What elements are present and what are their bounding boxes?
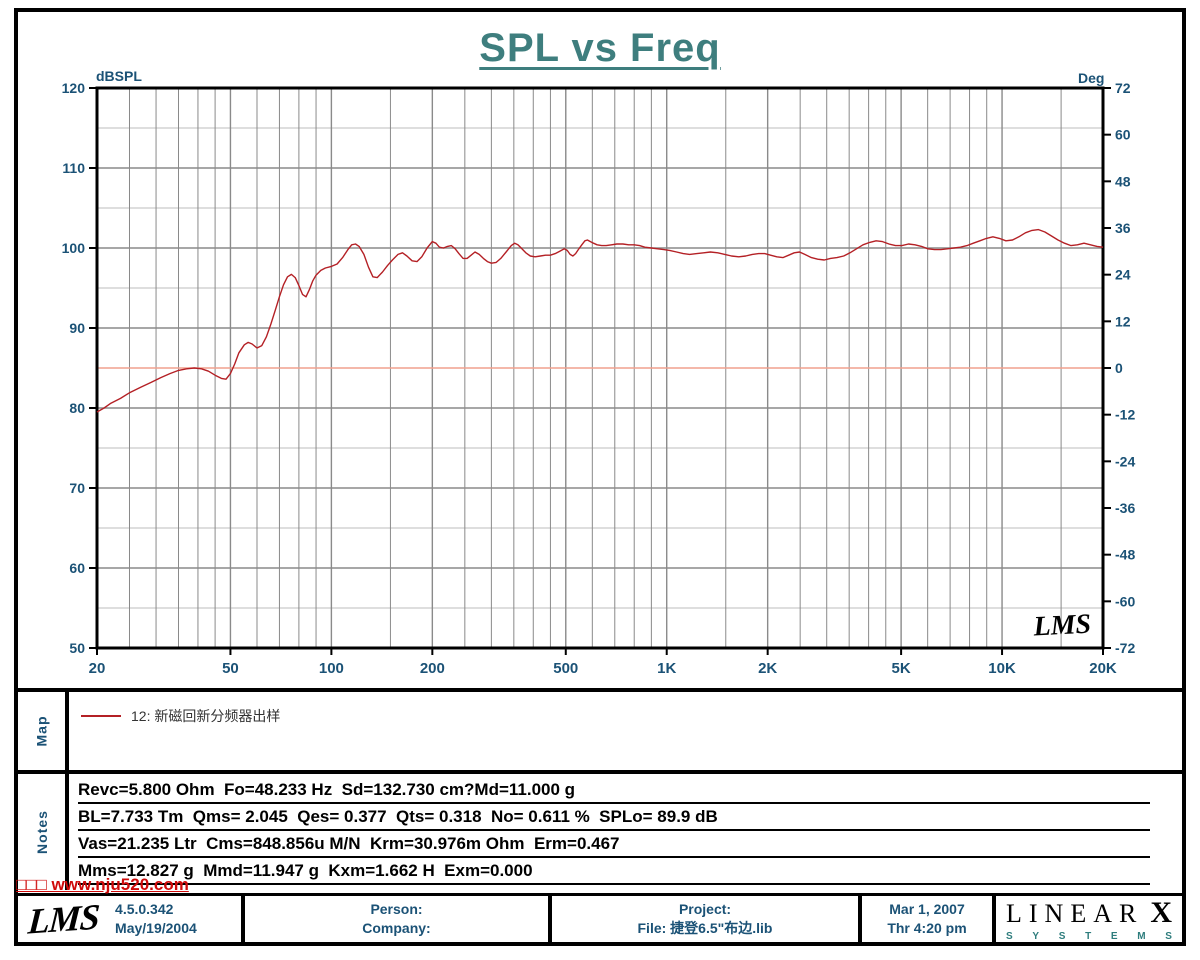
linearx-systems-letter: S xyxy=(1058,931,1066,942)
version-block: 4.5.0.342 May/19/2004 xyxy=(115,900,197,938)
linearx-logo: LINEAR X S Y S T E M S xyxy=(996,896,1182,942)
linearx-systems-letter: S xyxy=(1006,931,1013,942)
divider-map-notes xyxy=(18,770,1182,774)
version-number: 4.5.0.342 xyxy=(115,901,174,917)
footer-time: Thr 4:20 pm xyxy=(887,920,967,936)
company-label: Company: xyxy=(362,920,431,936)
y-right-axis-title: Deg xyxy=(1078,70,1105,86)
project-label: Project: xyxy=(678,901,732,917)
footer-cell-brand: LINEAR X S Y S T E M S xyxy=(996,896,1182,942)
person-label: Person: xyxy=(370,901,423,917)
linearx-systems-letter: S xyxy=(1165,931,1172,942)
note-line-parameters-4: Mms=12.827 g Mmd=11.947 g Kxm=1.662 H Ex… xyxy=(78,858,1150,885)
linearx-systems-letter: E xyxy=(1110,931,1118,942)
linearx-systems-letter: Y xyxy=(1032,931,1040,942)
outer-frame xyxy=(14,8,1186,946)
legend-label: 12: 新磁回新分频器出样 xyxy=(131,708,281,724)
footer-bar: LMS 4.5.0.342 May/19/2004 Person: Compan… xyxy=(18,893,1182,942)
linearx-systems-letter: M xyxy=(1137,931,1146,942)
file-label: File: 捷登6.5"布边.lib xyxy=(637,920,773,936)
note-line-parameters-3: Vas=21.235 Ltr Cms=848.856u M/N Krm=30.9… xyxy=(78,831,1150,858)
chart-title: SPL vs Freq xyxy=(479,26,721,70)
linearx-logo-linear: LINEAR xyxy=(1006,899,1144,928)
map-panel: 12: 新磁回新分频器出样 xyxy=(69,692,1182,770)
map-panel-label: Map xyxy=(18,692,65,770)
version-date: May/19/2004 xyxy=(115,920,197,936)
note-line-parameters-1: Revc=5.800 Ohm Fo=48.233 Hz Sd=132.730 c… xyxy=(78,777,1150,804)
linearx-logo-x: X xyxy=(1150,896,1172,929)
y-left-axis-title: dBSPL xyxy=(96,68,142,84)
footer-cell-version: LMS 4.5.0.342 May/19/2004 xyxy=(18,896,245,942)
linearx-logo-top: LINEAR X xyxy=(1006,896,1172,930)
notes-panel-label: Notes xyxy=(18,774,65,890)
note-line-parameters-2: BL=7.733 Tm Qms= 2.045 Qes= 0.377 Qts= 0… xyxy=(78,804,1150,831)
legend-item: 12: 新磁回新分频器出样 xyxy=(81,706,280,726)
divider-chart-map xyxy=(18,688,1182,692)
footer-date: Mar 1, 2007 xyxy=(889,901,965,917)
linearx-systems-letter: T xyxy=(1085,931,1092,942)
legend-line-swatch xyxy=(81,715,121,717)
notes-panel-label-text: Notes xyxy=(33,810,50,854)
footer-cell-datetime: Mar 1, 2007 Thr 4:20 pm xyxy=(862,896,996,942)
footer-cell-project: Project: File: 捷登6.5"布边.lib xyxy=(552,896,862,942)
lms-logo: LMS xyxy=(26,896,101,942)
watermark-url: □□□ www.nju520.com xyxy=(16,875,189,894)
map-panel-label-text: Map xyxy=(33,715,50,747)
divider-strip-vertical xyxy=(65,692,69,890)
notes-panel: Revc=5.800 Ohm Fo=48.233 Hz Sd=132.730 c… xyxy=(69,774,1182,890)
footer-cell-person: Person: Company: xyxy=(245,896,552,942)
